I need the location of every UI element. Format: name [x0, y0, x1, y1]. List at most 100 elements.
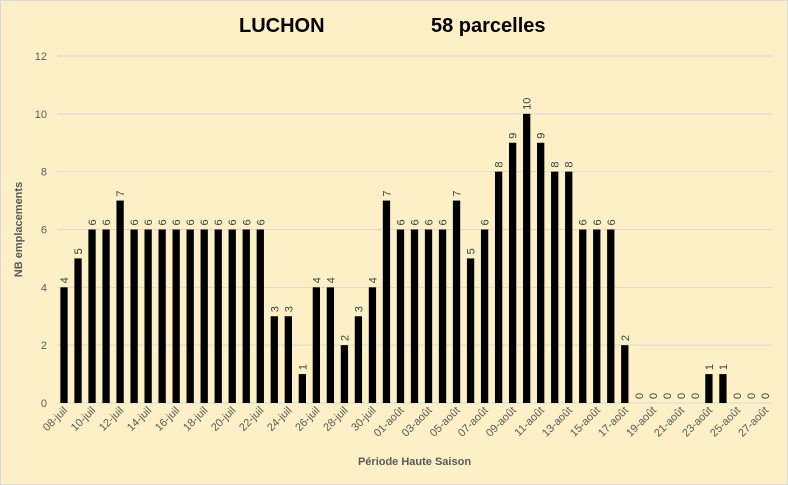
data-label: 6: [255, 219, 267, 225]
bar: [382, 200, 391, 403]
data-label: 6: [185, 219, 197, 225]
x-tick-label: 26-juil: [293, 405, 322, 434]
x-tick-label: 15-août: [568, 405, 603, 440]
x-tick-label: 16-juil: [153, 405, 182, 434]
bar: [144, 229, 152, 403]
x-tick-label: 24-juil: [265, 405, 294, 434]
data-label: 6: [578, 219, 590, 225]
data-label: 7: [381, 190, 393, 196]
x-axis-title: Période Haute Saison: [358, 456, 471, 468]
data-label: 6: [157, 219, 169, 225]
x-tick-label: 12-juil: [97, 405, 126, 434]
data-label: 6: [395, 219, 407, 225]
bar: [326, 287, 335, 403]
y-tick-label: 8: [41, 167, 47, 179]
bar: [452, 200, 461, 403]
x-tick-label: 25-août: [708, 405, 743, 440]
data-label: 6: [438, 219, 450, 225]
bar: [242, 229, 250, 403]
bar: [130, 229, 138, 403]
data-label: 0: [676, 393, 688, 399]
bar: [424, 229, 433, 403]
data-label: 6: [101, 219, 113, 225]
data-label: 6: [592, 219, 604, 225]
data-label: 0: [648, 393, 660, 399]
data-label: 6: [480, 219, 492, 225]
data-label: 6: [213, 219, 225, 225]
bar: [621, 345, 629, 403]
data-label: 4: [325, 277, 337, 283]
bar: [60, 287, 68, 403]
x-tick-label: 10-juil: [69, 405, 98, 434]
x-tick-label: 21-août: [652, 405, 687, 440]
bar: [494, 171, 503, 403]
data-label: 5: [466, 248, 478, 254]
chart-subtitle: 58 parcelles: [431, 15, 546, 37]
bar: [508, 142, 517, 403]
bar: [565, 171, 573, 403]
data-label: 6: [606, 219, 618, 225]
data-label: 6: [171, 219, 183, 225]
x-tick-label: 17-août: [596, 405, 631, 440]
data-label: 6: [227, 219, 239, 225]
data-label: 8: [494, 162, 506, 168]
bar: [579, 229, 587, 403]
data-label: 6: [129, 219, 141, 225]
bar: [551, 171, 559, 403]
x-tick-label: 18-juil: [181, 405, 210, 434]
data-label: 9: [508, 133, 520, 139]
x-tick-label: 27-août: [736, 405, 771, 440]
y-tick-label: 12: [35, 51, 47, 63]
data-label: 7: [452, 190, 464, 196]
data-label: 1: [297, 364, 309, 370]
bar: [284, 316, 292, 403]
bar: [256, 229, 264, 403]
data-label: 0: [690, 393, 702, 399]
bar: [410, 229, 419, 403]
bar: [466, 258, 475, 403]
x-tick-label: 03-août: [400, 405, 435, 440]
bar: [480, 229, 489, 403]
data-label: 0: [732, 393, 744, 399]
data-label: 7: [115, 190, 127, 196]
bar: [88, 229, 96, 403]
bar: [340, 345, 349, 403]
x-tick-label: 05-août: [428, 405, 463, 440]
bar: [102, 229, 110, 403]
x-tick-label: 19-août: [624, 405, 659, 440]
data-label: 3: [269, 306, 281, 312]
data-label: 1: [718, 364, 730, 370]
bar: [607, 229, 615, 403]
data-label: 2: [339, 335, 351, 341]
y-tick-label: 4: [41, 282, 47, 294]
bar: [172, 229, 180, 403]
data-label: 3: [283, 306, 295, 312]
x-tick-label: 23-août: [680, 405, 715, 440]
bar: [368, 287, 377, 403]
data-label: 6: [87, 219, 99, 225]
data-label: 0: [634, 393, 646, 399]
data-label: 9: [536, 133, 548, 139]
x-tick-label: 28-juil: [321, 405, 350, 434]
bar: [200, 229, 208, 403]
bar: [523, 113, 531, 403]
data-label: 6: [410, 219, 422, 225]
bar: [298, 374, 306, 403]
y-tick-label: 6: [41, 225, 47, 237]
bar: [270, 316, 278, 403]
bar: [186, 229, 194, 403]
data-label: 10: [522, 98, 534, 110]
bar: [593, 229, 601, 403]
data-label: 0: [662, 393, 674, 399]
bar: [116, 200, 124, 403]
bar: [719, 374, 727, 403]
data-label: 3: [353, 306, 365, 312]
bar: [354, 316, 363, 403]
data-label: 8: [564, 162, 576, 168]
data-label: 0: [760, 393, 772, 399]
x-tick-label: 22-juil: [237, 405, 266, 434]
data-label: 6: [199, 219, 211, 225]
bar: [214, 229, 222, 403]
data-label: 1: [704, 364, 716, 370]
x-tick-label: 01-août: [372, 405, 407, 440]
